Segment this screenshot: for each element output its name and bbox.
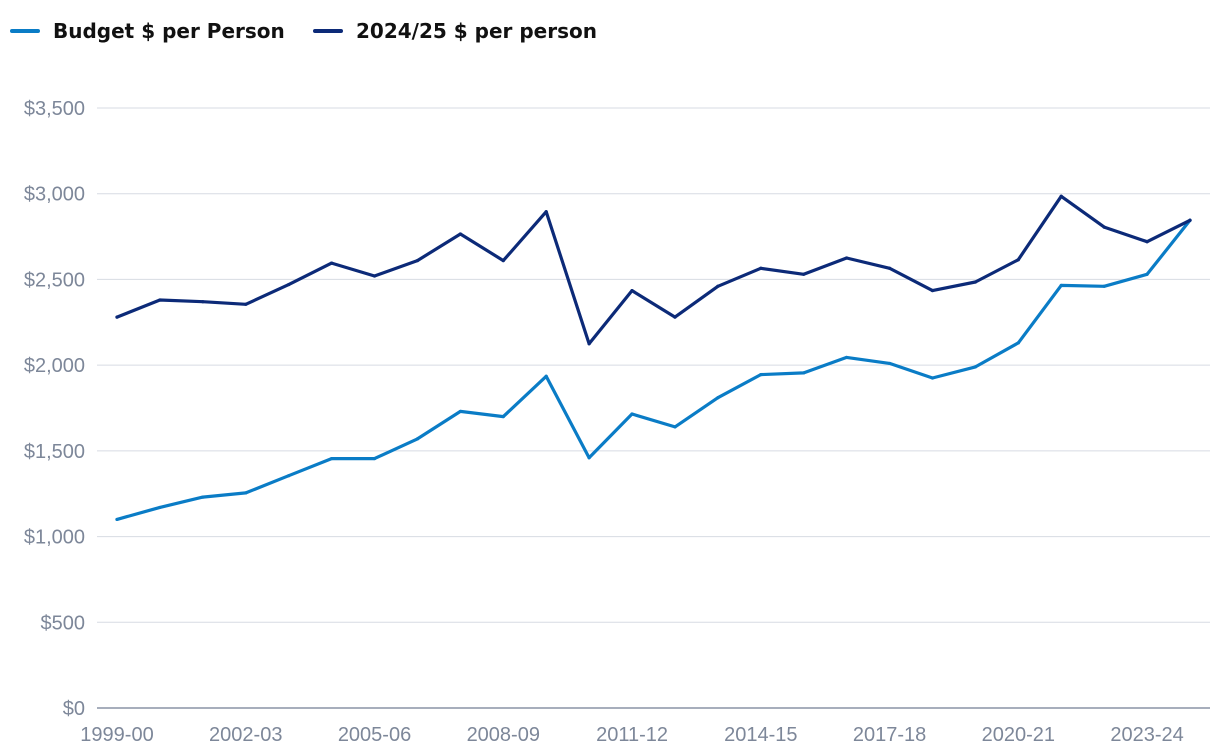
y-tick-label: $2,500 (24, 269, 85, 291)
data-point (845, 355, 849, 360)
x-tick-label: 2011-12 (596, 724, 668, 746)
gridlines (97, 107, 1210, 709)
x-tick-label: 2014-15 (724, 724, 797, 746)
data-point (1145, 240, 1149, 244)
data-point (1059, 283, 1063, 288)
legend: Budget $ per Person 2024/25 $ per person (10, 19, 597, 43)
data-point (244, 302, 248, 306)
x-tick-label: 2008-09 (467, 724, 540, 746)
data-point (973, 280, 978, 284)
data-point (115, 315, 119, 319)
x-tick-label: 2020-21 (982, 724, 1055, 746)
data-point (930, 376, 935, 380)
legend-label-budget: Budget $ per Person (53, 19, 285, 43)
data-point (330, 261, 334, 265)
series-lines (115, 194, 1192, 522)
x-tick-label: 2005-06 (338, 724, 411, 746)
x-tick-label: 2023-24 (1110, 724, 1183, 746)
data-point (115, 517, 119, 522)
data-point (802, 371, 806, 375)
data-point (544, 210, 548, 214)
series-line-budget (115, 218, 1192, 522)
data-point (973, 365, 978, 369)
data-point (673, 315, 677, 319)
data-point (1102, 284, 1106, 288)
data-point (587, 456, 591, 460)
x-tick-label: 1999-00 (80, 724, 153, 746)
x-axis-tick-labels: 1999-00 2002-03 2005-06 2008-09 2011-12 2014-… (80, 724, 1183, 746)
data-point (802, 272, 806, 276)
data-point (887, 361, 892, 366)
data-point (716, 396, 720, 400)
data-point (716, 284, 720, 288)
data-point (330, 456, 334, 461)
data-point (759, 372, 763, 377)
data-point (759, 266, 763, 270)
data-point (1016, 341, 1020, 345)
data-point (287, 282, 291, 287)
data-point (458, 409, 462, 414)
data-point (201, 495, 205, 499)
data-point (287, 474, 291, 478)
data-point (158, 298, 162, 302)
y-tick-label: $0 (63, 698, 85, 720)
data-point (845, 256, 849, 260)
y-tick-label: $2,000 (24, 355, 85, 377)
data-point (544, 374, 548, 378)
x-tick-label: 2017-18 (853, 724, 926, 746)
data-point (158, 505, 162, 510)
y-tick-label: $1,500 (24, 441, 85, 463)
data-point (887, 266, 892, 270)
data-point (930, 288, 935, 293)
y-tick-label: $3,000 (24, 184, 85, 206)
legend-label-2024-25: 2024/25 $ per person (356, 19, 597, 43)
data-point (1059, 194, 1063, 198)
data-point (1016, 258, 1020, 262)
data-point (415, 437, 420, 441)
data-point (1188, 218, 1192, 222)
data-point (372, 456, 377, 461)
data-point (415, 258, 420, 263)
y-axis-tick-labels: $0 $500 $1,000 $1,500 $2,000 $2,500 $3,000 $3,5… (24, 98, 85, 720)
y-tick-label: $1,000 (24, 527, 85, 549)
y-tick-label: $500 (41, 612, 86, 634)
data-point (673, 425, 677, 429)
data-point (244, 491, 248, 495)
x-tick-label: 2002-03 (209, 724, 282, 746)
data-point (630, 412, 634, 416)
data-point (201, 300, 205, 304)
data-point (587, 342, 591, 346)
data-point (458, 232, 462, 236)
data-point (501, 258, 505, 263)
data-point (630, 288, 634, 293)
series-line-2024-25 (115, 194, 1192, 346)
data-point (1102, 225, 1106, 229)
y-tick-label: $3,500 (24, 98, 85, 120)
data-point (1145, 272, 1149, 276)
data-point (372, 274, 377, 278)
data-point (501, 414, 505, 419)
